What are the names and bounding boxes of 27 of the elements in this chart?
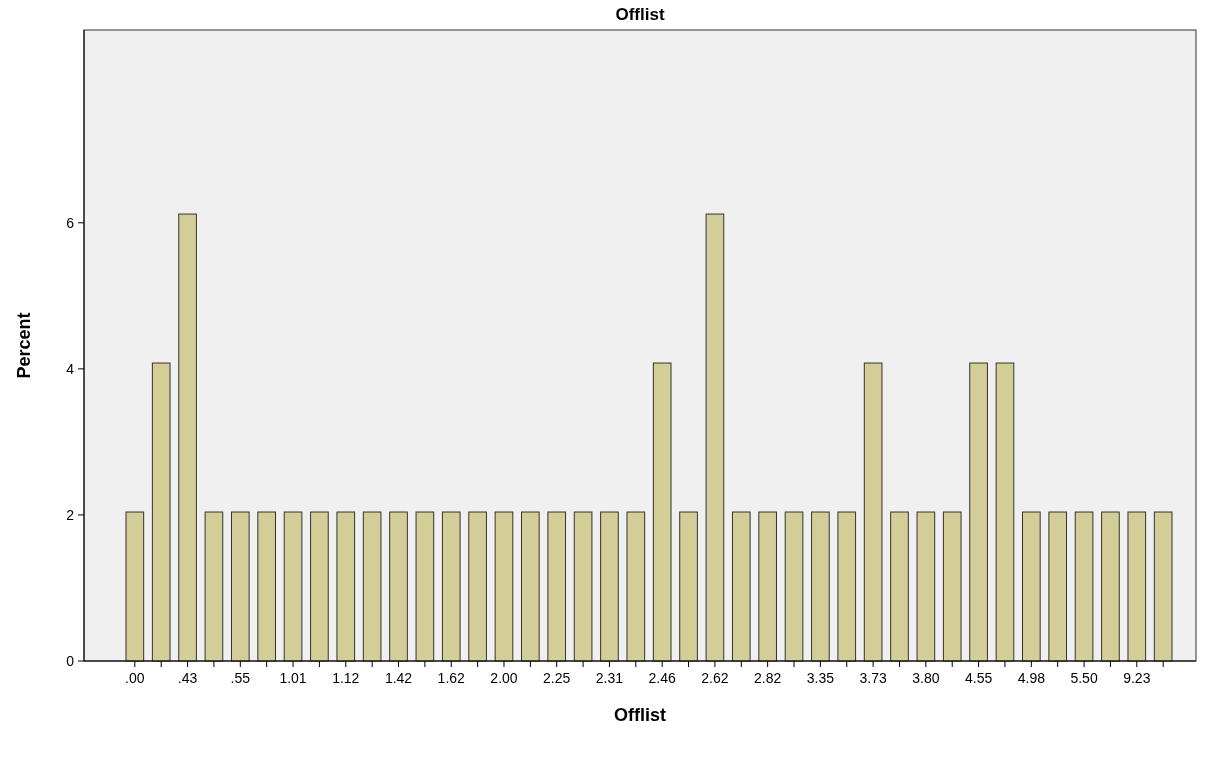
x-tick-label: 9.23 bbox=[1123, 670, 1151, 686]
y-tick-label: 2 bbox=[66, 506, 75, 523]
x-tick-label: 1.62 bbox=[437, 670, 466, 686]
x-tick-label: 5.50 bbox=[1070, 670, 1098, 686]
x-tick-label: 3.80 bbox=[912, 670, 940, 686]
y-tick-label: 0 bbox=[66, 652, 75, 669]
x-tick-label: 4.55 bbox=[964, 670, 993, 686]
y-tick-label: 4 bbox=[66, 360, 75, 377]
y-tick-label: 6 bbox=[66, 214, 75, 231]
x-tick-label: 2.46 bbox=[648, 670, 677, 686]
x-tick-label: 1.42 bbox=[384, 670, 413, 686]
x-tick-label: 3.73 bbox=[859, 670, 887, 686]
x-tick-label: 4.98 bbox=[1017, 670, 1046, 686]
chart-title: Offlist bbox=[615, 5, 665, 24]
y-axis-title: Percent bbox=[14, 312, 34, 379]
x-tick-label: 1.12 bbox=[332, 670, 360, 686]
x-tick-label: 2.82 bbox=[754, 670, 782, 686]
x-tick-label: 1.01 bbox=[279, 670, 307, 686]
x-axis-title: Offlist bbox=[614, 705, 666, 725]
x-tick-label: 2.31 bbox=[595, 670, 624, 686]
x-tick-label: 2.25 bbox=[543, 670, 571, 686]
x-tick-label: 3.35 bbox=[806, 670, 835, 686]
x-tick-label: 2.00 bbox=[490, 670, 518, 686]
x-tick-label: 2.62 bbox=[701, 670, 729, 686]
x-tick-label: .43 bbox=[177, 670, 198, 686]
x-tick-label: .55 bbox=[230, 670, 251, 686]
x-tick-label: .00 bbox=[125, 670, 145, 686]
